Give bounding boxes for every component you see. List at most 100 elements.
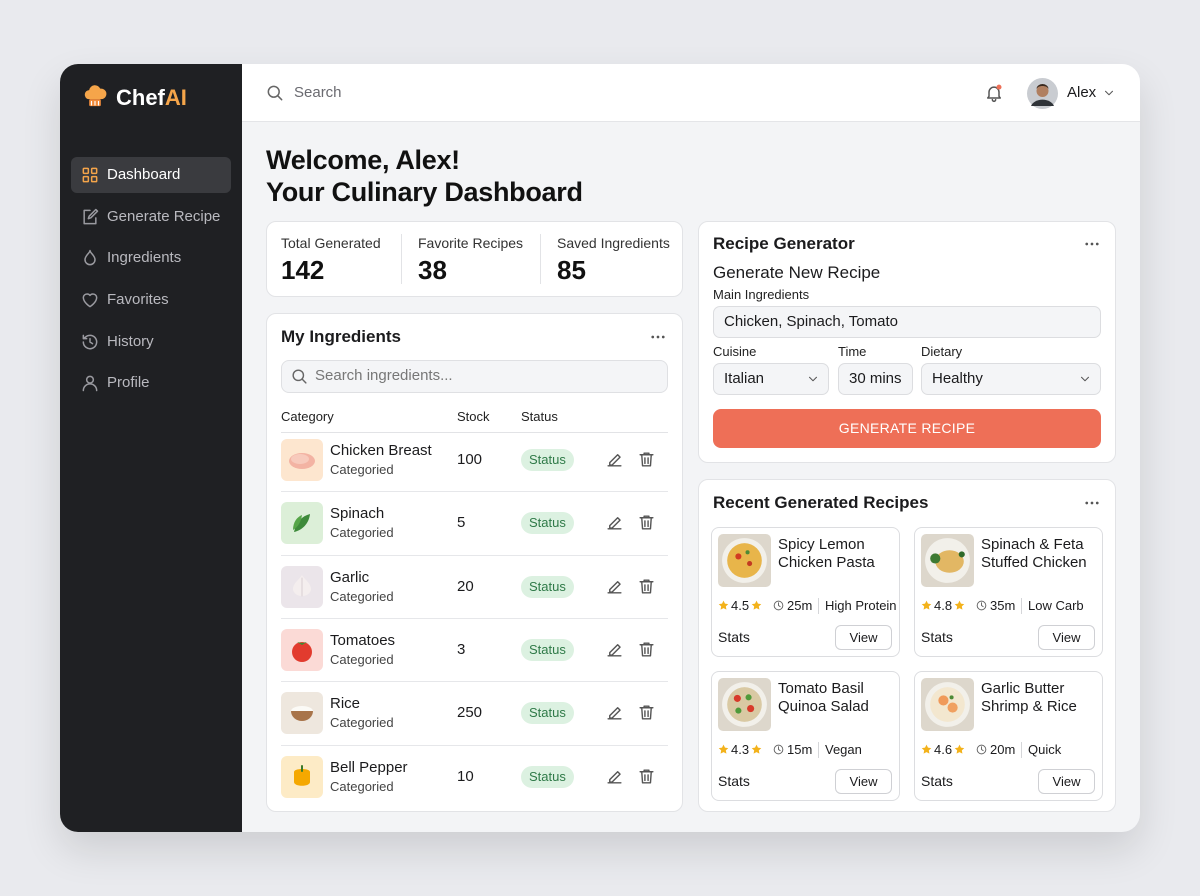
icon-shape	[84, 85, 107, 107]
recipe-card[interactable]	[711, 527, 900, 657]
delete-button[interactable]	[637, 450, 656, 469]
view-button[interactable]: View	[835, 769, 892, 794]
icon-shape	[82, 293, 98, 308]
nav-item[interactable]: Generate Recipe	[107, 208, 221, 225]
nav-item[interactable]: Dashboard	[107, 166, 181, 183]
icon-shape	[773, 600, 784, 611]
nav-item[interactable]: Profile	[107, 374, 150, 391]
avatar	[1027, 78, 1058, 109]
input-value[interactable]: Chicken, Spinach, Tomato	[724, 313, 898, 330]
nav-item[interactable]: Favorites	[107, 291, 169, 308]
icon-shape	[651, 335, 655, 339]
icon-shape	[84, 85, 107, 100]
input-field[interactable]	[838, 363, 913, 395]
edit-button[interactable]	[605, 640, 624, 659]
user-name[interactable]: Alex	[1067, 84, 1097, 101]
recipe-time: 35m	[990, 598, 1016, 614]
icon-shape	[958, 551, 965, 558]
icon-shape	[745, 694, 752, 701]
select-value[interactable]: Italian	[724, 370, 765, 387]
icon-shape	[1036, 85, 1049, 97]
view-button[interactable]: View	[1038, 769, 1095, 794]
icon-shape	[301, 378, 307, 384]
input-field[interactable]	[713, 363, 829, 395]
recipe-card[interactable]	[711, 671, 900, 801]
view-button[interactable]: View	[1038, 625, 1095, 650]
ingredient-thumbnail	[281, 566, 323, 608]
rating-star	[953, 599, 966, 612]
icon-shape	[718, 600, 729, 610]
delete-button[interactable]	[637, 640, 656, 659]
recipe-footer-label: Stats	[718, 628, 750, 645]
nav-item[interactable]: Ingredients	[107, 249, 182, 266]
icon-shape	[607, 771, 622, 784]
form-heading: Generate New Recipe	[713, 262, 881, 282]
input-field[interactable]	[713, 306, 1101, 338]
icon-shape	[87, 208, 99, 220]
icon-shape	[1095, 501, 1099, 505]
edit-button[interactable]	[605, 450, 624, 469]
icon-shape	[83, 208, 99, 225]
icon-shape	[718, 534, 771, 587]
delete-button[interactable]	[637, 703, 656, 722]
view-button[interactable]: View	[835, 625, 892, 650]
search-input[interactable]: Search	[294, 84, 342, 101]
icon-shape	[1080, 376, 1090, 382]
user-menu-chevron	[1102, 86, 1116, 100]
delete-button[interactable]	[637, 513, 656, 532]
icon-shape	[84, 249, 96, 266]
icon-shape	[291, 454, 309, 464]
icon-shape	[981, 746, 984, 752]
stats-card	[266, 221, 683, 297]
icon-shape	[639, 515, 654, 530]
edit-button[interactable]	[605, 513, 624, 532]
icon-shape	[1085, 242, 1089, 246]
icon-shape	[921, 534, 974, 587]
icon-shape	[293, 515, 302, 530]
row-divider	[281, 745, 668, 746]
icon-shape	[656, 335, 660, 339]
card-title: Recipe Generator	[713, 233, 855, 253]
status-pill: Status	[521, 512, 574, 534]
icon-shape	[281, 629, 323, 671]
ingredient-search-input[interactable]: Search ingredients...	[315, 367, 453, 384]
brand-accent: AI	[164, 84, 187, 110]
icon-shape	[281, 756, 323, 798]
row-divider	[281, 681, 668, 682]
field-label: Main Ingredients	[713, 287, 810, 303]
ingredient-search-box[interactable]	[281, 360, 668, 393]
row-divider	[281, 618, 668, 619]
recipe-rating: 4.8	[934, 598, 953, 614]
icon-shape	[607, 707, 622, 720]
icon-shape	[281, 439, 323, 481]
icon-shape	[991, 98, 997, 103]
edit-button[interactable]	[605, 577, 624, 596]
edit-button[interactable]	[605, 703, 624, 722]
recipe-image	[718, 534, 771, 587]
input-field[interactable]	[921, 363, 1101, 395]
delete-button[interactable]	[637, 767, 656, 786]
select-value[interactable]: 30 mins	[849, 370, 902, 387]
icon-shape	[1090, 242, 1094, 246]
icon-shape	[607, 454, 622, 467]
ingredient-thumbnail	[281, 629, 323, 671]
nav-item[interactable]: History	[107, 333, 154, 350]
icon-shape	[292, 369, 305, 382]
nav-icon	[80, 165, 100, 185]
select-value[interactable]: Healthy	[932, 370, 983, 387]
welcome-title: Welcome, Alex!	[266, 144, 460, 175]
icon-shape	[85, 375, 95, 384]
edit-button[interactable]	[605, 767, 624, 786]
delete-button[interactable]	[637, 577, 656, 596]
rating-star	[750, 743, 763, 756]
icon-shape	[82, 383, 98, 392]
brand-part: Chef	[116, 84, 165, 110]
icon-shape	[82, 167, 98, 183]
icon-shape	[90, 100, 100, 106]
brand-name: ChefAI	[116, 85, 187, 111]
generate-button[interactable]: GENERATE RECIPE	[713, 409, 1101, 448]
nav-icon	[80, 332, 100, 352]
recipe-tag: Vegan	[825, 742, 862, 758]
column-header: Stock	[457, 409, 490, 425]
icon-shape	[751, 744, 762, 754]
